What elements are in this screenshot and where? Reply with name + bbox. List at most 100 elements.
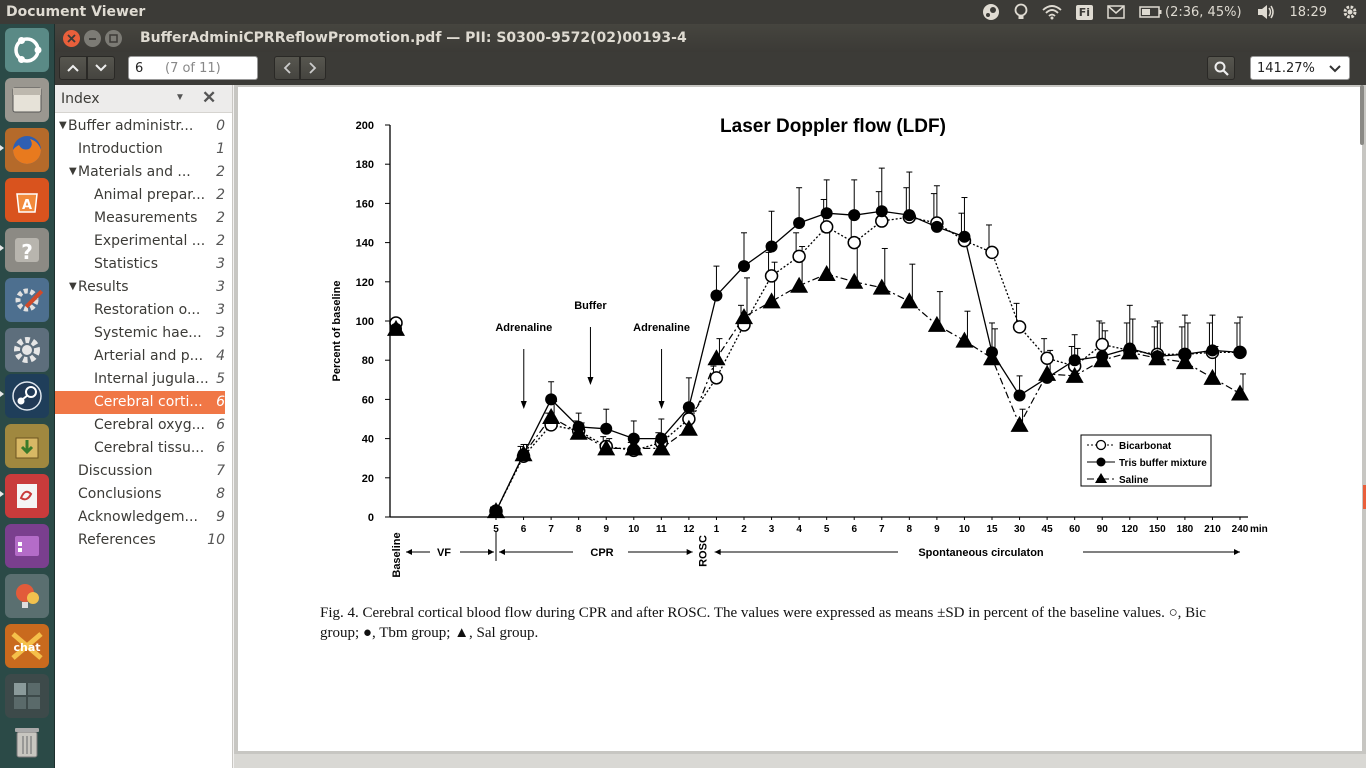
index-item[interactable]: Introduction 1 — [55, 138, 225, 161]
sidebar: Index ▼ ✕ ▼ Buffer administr... 0 Introduct… — [55, 85, 233, 768]
archive-manager-icon[interactable] — [5, 424, 49, 468]
arrow-head — [488, 549, 494, 555]
expander-icon[interactable]: ▼ — [59, 120, 67, 131]
data-point — [514, 445, 533, 462]
index-item-page: 10 — [207, 532, 225, 548]
y-tick-label: 120 — [356, 277, 374, 289]
index-item[interactable]: ▼ Results 3 — [55, 276, 225, 299]
arrow-head — [714, 549, 721, 555]
next-page-button[interactable] — [87, 56, 115, 80]
expander-icon[interactable]: ▼ — [69, 281, 77, 292]
index-item[interactable]: Cerebral tissu... 6 — [55, 437, 225, 460]
index-item-page: 5 — [216, 371, 225, 387]
expander-icon[interactable]: ▼ — [69, 166, 77, 177]
index-item[interactable]: ▼ Materials and ... 2 — [55, 161, 225, 184]
keyboard-layout-indicator[interactable]: Fi — [1075, 4, 1094, 20]
steam-icon[interactable] — [5, 374, 49, 418]
page-current: 6 — [135, 60, 144, 76]
y-tick-label: 60 — [362, 394, 374, 406]
volume-icon[interactable] — [1256, 4, 1276, 20]
index-item[interactable]: Acknowledgem... 9 — [55, 506, 225, 529]
workspace-switcher-icon[interactable] — [5, 674, 49, 718]
index-item[interactable]: Measurements 2 — [55, 207, 225, 230]
lightbulb-icon[interactable] — [1014, 3, 1028, 21]
index-item-page: 6 — [216, 394, 225, 410]
sidebar-close-icon[interactable]: ✕ — [202, 88, 217, 107]
index-item-label: Materials and ... — [78, 164, 191, 180]
phase-label-cpr: CPR — [590, 547, 613, 559]
x-tick-label: 10 — [628, 524, 640, 535]
index-item[interactable]: Experimental ... 2 — [55, 230, 225, 253]
index-item[interactable]: Discussion 7 — [55, 460, 225, 483]
index-item[interactable]: ▼ Buffer administr... 0 — [55, 115, 225, 138]
index-item[interactable]: Animal prepar... 2 — [55, 184, 225, 207]
x-tick-label: 240 — [1232, 524, 1249, 535]
document-viewer-icon[interactable] — [5, 474, 49, 518]
previous-page-button[interactable] — [59, 56, 87, 80]
gear-icon[interactable] — [1341, 3, 1359, 21]
chat-app-icon[interactable]: chat — [5, 624, 49, 668]
trash-icon[interactable] — [5, 720, 49, 764]
data-point — [600, 422, 613, 435]
x-tick-label: 6 — [851, 524, 857, 535]
steam-tray-icon[interactable] — [982, 3, 1000, 21]
index-item[interactable]: Restoration o... 3 — [55, 299, 225, 322]
search-button[interactable] — [1207, 56, 1235, 80]
clock[interactable]: 18:29 — [1289, 4, 1327, 20]
rosc-label: ROSC — [698, 535, 710, 567]
file-manager-icon[interactable] — [5, 78, 49, 122]
index-item[interactable]: Systemic hae... 3 — [55, 322, 225, 345]
firefox-icon[interactable] — [5, 128, 49, 172]
close-icon — [67, 33, 76, 43]
data-point — [848, 209, 861, 222]
baseline-point — [387, 319, 405, 336]
index-item-label: Internal jugula... — [94, 371, 209, 387]
index-item[interactable]: Conclusions 8 — [55, 483, 225, 506]
x-tick-label: 9 — [934, 524, 940, 535]
data-point — [927, 315, 946, 332]
help-icon[interactable]: ? — [5, 228, 49, 272]
index-item[interactable]: Statistics 3 — [55, 253, 225, 276]
minimize-button[interactable] — [84, 29, 101, 47]
page-number-input[interactable]: 6 (7 of 11) — [128, 56, 258, 80]
data-point — [1148, 349, 1167, 366]
system-tools-icon[interactable] — [5, 278, 49, 322]
minimize-icon — [89, 37, 96, 40]
sidebar-mode-label[interactable]: Index — [61, 90, 100, 107]
mail-icon[interactable] — [1107, 5, 1125, 19]
maximize-button[interactable] — [105, 29, 122, 47]
wifi-icon[interactable] — [1042, 4, 1062, 20]
software-center-icon[interactable]: A — [5, 178, 49, 222]
data-point — [930, 220, 943, 233]
zoom-select[interactable]: 141.27% — [1250, 56, 1350, 80]
chevron-down-icon — [95, 64, 107, 72]
history-back-button[interactable] — [274, 56, 300, 80]
data-point — [1040, 351, 1054, 365]
data-point — [875, 205, 888, 218]
index-item[interactable]: Cerebral oxyg... 6 — [55, 414, 225, 437]
idea-app-icon[interactable] — [5, 574, 49, 618]
battery-indicator[interactable]: (2:36, 45%) — [1139, 5, 1242, 20]
maximize-icon — [109, 33, 118, 43]
sidebar-mode-dropdown-icon[interactable]: ▼ — [175, 92, 185, 103]
index-item[interactable]: Cerebral corti... 6 — [55, 391, 225, 414]
data-point — [1065, 366, 1084, 383]
vertical-scrollbar[interactable] — [1360, 85, 1364, 145]
data-point — [958, 230, 971, 243]
ubuntu-dash-icon[interactable] — [5, 28, 49, 72]
index-item[interactable]: References 10 — [55, 529, 225, 552]
history-forward-button[interactable] — [300, 56, 326, 80]
data-point — [682, 401, 695, 414]
data-point — [793, 217, 806, 229]
horizontal-scrollbar[interactable] — [234, 754, 1366, 768]
legend-label: Tris buffer mixture — [1119, 458, 1207, 469]
close-button[interactable] — [63, 29, 80, 47]
y-tick-label: 200 — [356, 120, 374, 132]
data-point — [845, 272, 864, 289]
screen-app-icon[interactable] — [5, 524, 49, 568]
index-item-label: Animal prepar... — [94, 187, 206, 203]
x-tick-label: 210 — [1204, 524, 1221, 535]
index-item[interactable]: Arterial and p... 4 — [55, 345, 225, 368]
system-settings-icon[interactable] — [5, 328, 49, 372]
index-item[interactable]: Internal jugula... 5 — [55, 368, 225, 391]
